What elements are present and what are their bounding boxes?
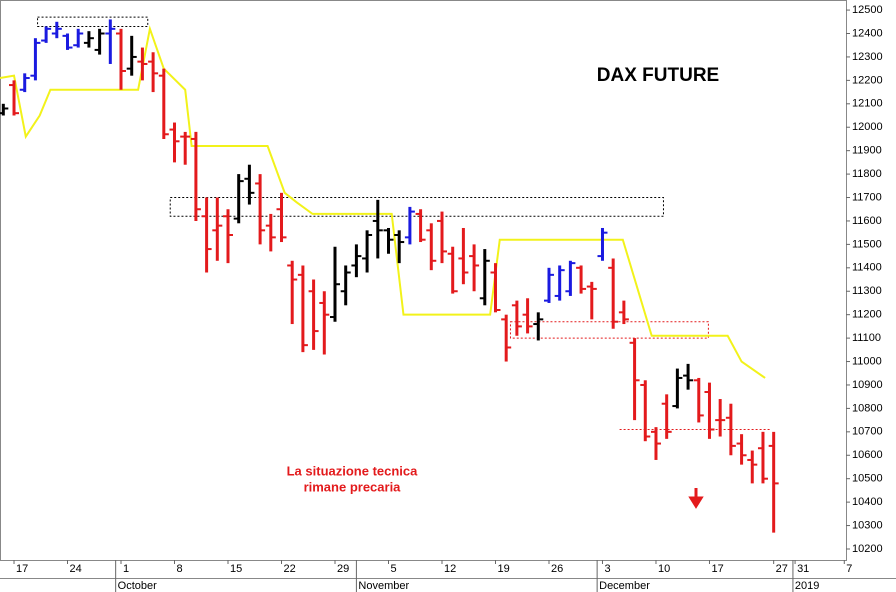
y-tick-label: 12100 (852, 98, 883, 110)
down-arrow (688, 488, 704, 509)
annotation: rimane precaria (304, 479, 402, 494)
stop-line (0, 24, 766, 379)
x-tick-label: 17 (711, 563, 723, 575)
y-tick-label: 10600 (852, 449, 883, 461)
month-label: 2019 (795, 580, 819, 592)
month-label: November (358, 580, 409, 592)
x-tick-label: 10 (658, 563, 670, 575)
y-tick-label: 10300 (852, 519, 883, 531)
y-tick-label: 10500 (852, 473, 883, 485)
y-tick-label: 12500 (852, 4, 883, 16)
y-tick-label: 11500 (852, 238, 882, 250)
y-tick-label: 10800 (852, 402, 883, 414)
x-tick-label: 17 (16, 563, 28, 575)
y-tick-label: 11600 (852, 215, 882, 227)
y-tick-label: 11300 (852, 285, 882, 297)
x-tick-label: 27 (776, 563, 788, 575)
x-tick-label: 1 (123, 563, 129, 575)
y-tick-label: 11400 (852, 262, 882, 274)
y-tick-label: 11000 (852, 355, 882, 367)
y-tick-label: 10400 (852, 496, 883, 508)
y-tick-label: 11700 (852, 191, 882, 203)
x-tick-label: 19 (497, 563, 509, 575)
x-tick-label: 15 (230, 563, 242, 575)
y-tick-label: 11200 (852, 309, 882, 321)
x-tick-label: 26 (551, 563, 563, 575)
y-tick-label: 11100 (852, 332, 881, 344)
x-tick-label: 12 (444, 563, 456, 575)
y-tick-label: 10700 (852, 426, 883, 438)
x-tick-label: 29 (337, 563, 349, 575)
chart-title: DAX FUTURE (597, 65, 719, 86)
y-tick-label: 12400 (852, 27, 883, 39)
x-tick-label: 22 (284, 563, 296, 575)
x-tick-label: 7 (846, 563, 852, 575)
x-tick-label: 31 (797, 563, 809, 575)
x-tick-label: 3 (604, 563, 610, 575)
annotation: La situazione tecnica (287, 463, 419, 478)
y-tick-label: 12000 (852, 121, 883, 133)
x-tick-label: 8 (177, 563, 183, 575)
x-tick-label: 24 (70, 563, 82, 575)
month-label: December (599, 580, 650, 592)
y-tick-label: 10200 (852, 543, 883, 555)
y-tick-label: 12300 (852, 51, 883, 63)
y-tick-label: 12200 (852, 74, 883, 86)
y-tick-label: 10900 (852, 379, 883, 391)
x-tick-label: 5 (390, 563, 396, 575)
range-box (509, 321, 709, 339)
month-label: October (118, 580, 157, 592)
y-tick-label: 11800 (852, 168, 882, 180)
y-tick-label: 11900 (852, 145, 882, 157)
plot-frame (0, 0, 847, 561)
